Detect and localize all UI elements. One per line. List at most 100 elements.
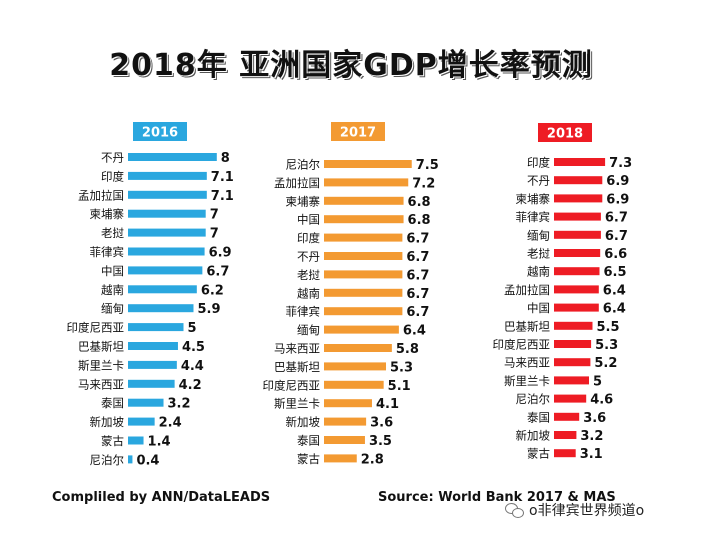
bar	[324, 215, 404, 224]
bar	[554, 431, 577, 439]
bar	[324, 380, 384, 389]
source-note: Source: World Bank 2017 & MAS	[378, 490, 616, 505]
bar	[128, 171, 207, 180]
bar	[324, 307, 403, 316]
bar	[324, 160, 412, 168]
bar	[324, 362, 387, 371]
value-label: 5.3	[595, 338, 618, 353]
bar	[554, 285, 599, 294]
panel-header-label-2018: 2018	[547, 127, 583, 142]
bar	[554, 358, 591, 367]
value-label: 1.4	[148, 435, 171, 450]
value-label: 6.7	[605, 229, 628, 244]
value-label: 7.1	[211, 189, 234, 204]
watermark: o非律宾世界频道o	[505, 500, 644, 520]
category-label: 巴基斯坦	[78, 340, 124, 354]
bar	[324, 252, 403, 260]
value-label: 3.6	[583, 411, 606, 426]
bar	[554, 249, 601, 257]
bar	[324, 270, 403, 279]
value-label: 5.8	[396, 342, 419, 357]
value-label: 5	[188, 321, 197, 336]
value-label: 0.4	[136, 453, 159, 468]
category-label: 越南	[101, 283, 124, 297]
category-label: 马来西亚	[504, 356, 550, 370]
value-label: 7.5	[416, 158, 439, 173]
category-label: 菲律宾	[516, 210, 551, 224]
bar	[554, 303, 599, 312]
value-label: 7.1	[211, 170, 234, 185]
value-label: 6.4	[603, 302, 626, 317]
value-label: 8	[221, 151, 230, 166]
category-label: 印度	[527, 156, 550, 170]
bar	[324, 436, 365, 444]
value-label: 4.6	[590, 393, 613, 408]
category-label: 缅甸	[101, 302, 124, 316]
watermark-text: o非律宾世界频道o	[529, 503, 645, 519]
value-label: 3.2	[168, 397, 191, 412]
bar	[554, 321, 593, 330]
category-label: 斯里兰卡	[504, 374, 550, 388]
value-label: 4.2	[179, 378, 202, 393]
bar	[554, 176, 603, 185]
bar	[324, 344, 392, 352]
category-label: 孟加拉国	[504, 283, 550, 297]
value-label: 6.7	[605, 211, 628, 226]
value-label: 6.7	[406, 305, 429, 320]
panel-header-2017	[331, 122, 385, 141]
value-label: 6.9	[606, 192, 629, 207]
bar	[324, 178, 409, 187]
category-label: 柬埔寨	[286, 194, 321, 208]
value-label: 7.2	[412, 176, 435, 191]
bar	[128, 209, 206, 218]
bar	[554, 394, 587, 403]
category-label: 柬埔寨	[90, 207, 125, 221]
value-label: 6.2	[201, 283, 224, 298]
value-label: 7.3	[609, 156, 632, 171]
category-label: 印度尼西亚	[67, 321, 125, 335]
category-label: 马来西亚	[78, 377, 124, 391]
bar	[128, 398, 164, 407]
value-label: 5.9	[197, 302, 220, 317]
category-label: 老挝	[527, 247, 550, 261]
category-label: 斯里兰卡	[274, 397, 320, 411]
category-label: 中国	[101, 264, 124, 278]
value-label: 6.4	[603, 283, 626, 298]
bar	[128, 247, 205, 256]
value-label: 5.3	[390, 360, 413, 375]
category-label: 蒙古	[297, 452, 320, 466]
panel-header-label-2016: 2016	[142, 126, 178, 141]
bar	[324, 233, 403, 242]
value-label: 7	[210, 227, 219, 242]
bar	[128, 436, 144, 445]
bar	[554, 212, 601, 221]
category-label: 菲律宾	[90, 245, 125, 259]
category-label: 蒙古	[101, 434, 124, 448]
bar	[324, 325, 399, 334]
value-label: 5.2	[594, 356, 617, 371]
category-label: 泰国	[527, 410, 550, 424]
value-label: 4.4	[181, 359, 204, 374]
category-label: 老挝	[101, 226, 124, 240]
category-label: 新加坡	[90, 415, 125, 429]
bar	[128, 153, 217, 161]
value-label: 6.9	[209, 246, 232, 261]
value-label: 3.2	[580, 429, 603, 444]
value-label: 5	[593, 374, 602, 389]
value-label: 6.9	[606, 174, 629, 189]
value-label: 6.4	[403, 324, 426, 339]
category-label: 菲律宾	[286, 305, 321, 319]
category-label: 尼泊尔	[90, 453, 125, 467]
bar	[128, 342, 178, 350]
category-label: 缅甸	[297, 323, 320, 337]
bar	[324, 417, 367, 426]
value-label: 6.7	[406, 232, 429, 247]
category-label: 巴基斯坦	[274, 360, 320, 374]
value-label: 3.6	[370, 416, 393, 431]
bar	[128, 379, 175, 388]
bar	[554, 412, 580, 421]
bar	[128, 190, 207, 199]
value-label: 5.5	[597, 320, 620, 335]
bar	[128, 304, 194, 313]
